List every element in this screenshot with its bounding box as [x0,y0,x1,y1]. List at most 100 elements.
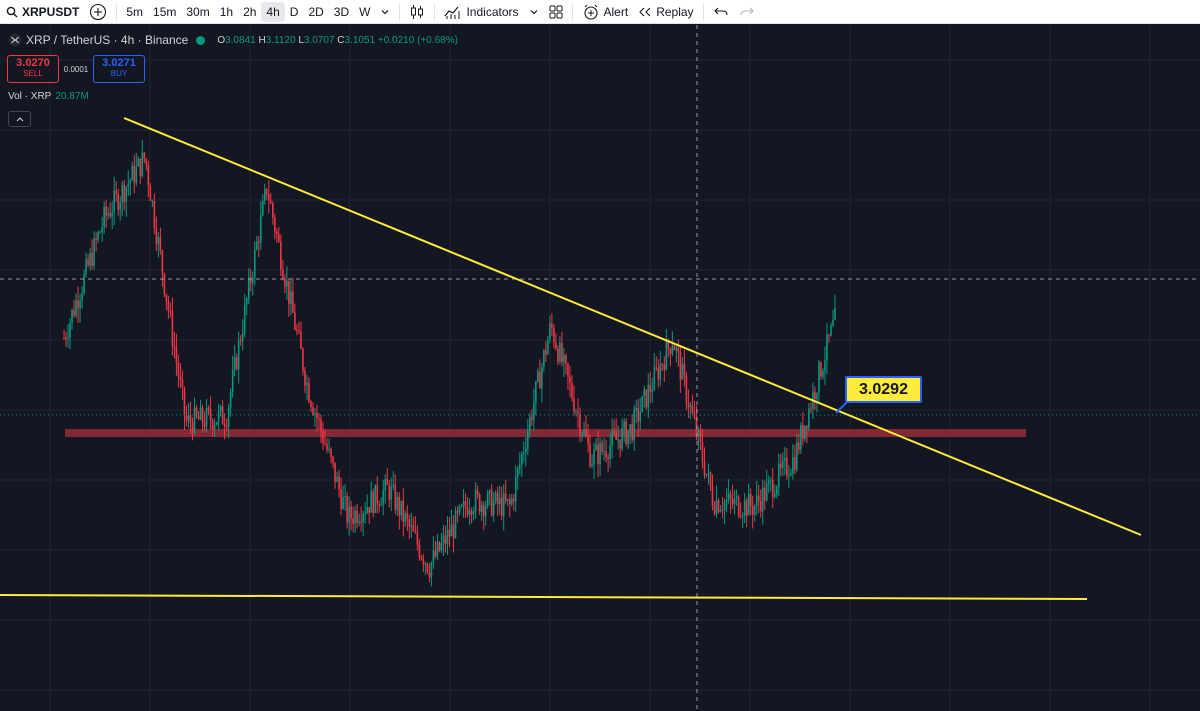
candle-body [691,405,694,413]
indicators-dropdown[interactable] [524,0,544,24]
candle-body [609,445,611,460]
chart-type-button[interactable] [404,0,430,24]
candle-body [167,301,170,311]
candle-body [336,476,338,482]
toolbar-divider [571,3,573,20]
candle-body [701,442,704,461]
candle-body [308,382,310,402]
candle-body [508,499,511,505]
timeframe-4h[interactable]: 4h [261,1,285,22]
candle-body [659,364,662,380]
candle-body [316,412,318,419]
sell-button[interactable]: 3.0270 SELL [7,55,59,83]
candle-body [808,408,810,429]
candles-icon [409,4,425,20]
collapse-legend-button[interactable] [8,111,31,127]
alert-button[interactable]: Alert [577,0,634,24]
layout-button[interactable] [544,0,568,24]
candle-body [683,363,686,376]
indicators-button[interactable]: Indicators [439,0,523,24]
buy-button[interactable]: 3.0271 BUY [93,55,145,83]
candle-body [127,183,130,188]
candle-body [553,327,555,343]
candle-body [193,407,196,434]
open-value: 3.0841 [225,34,256,46]
candle-body [804,425,806,439]
candle-body [378,504,381,506]
candle-body [225,426,228,428]
candle-body [828,334,830,336]
timeframe-w[interactable]: W [359,4,371,19]
price-annotation[interactable]: 3.0292 [845,376,922,403]
timeframe-15m[interactable]: 15m [153,4,177,19]
add-symbol-button[interactable] [84,0,112,24]
candle-body [759,501,762,512]
candle-body [406,513,409,519]
candle-body [557,348,559,362]
candle-body [541,367,543,389]
candle-body [679,352,682,380]
replay-button[interactable]: Replay [633,0,698,24]
timeframe-dropdown[interactable] [375,0,395,24]
candle-body [330,448,332,457]
candle-body [769,479,772,481]
candle-body [649,384,652,392]
candle-body [372,491,375,513]
horizontal-support-line[interactable] [0,594,1088,600]
candle-body [201,407,204,423]
symbol-search[interactable]: XRPUSDT [0,0,84,24]
undo-button[interactable] [708,0,734,24]
redo-button[interactable] [734,0,760,24]
candle-body [621,428,623,449]
candle-body [685,375,688,403]
candle-body [613,431,615,434]
timeframe-3d[interactable]: 3D [333,4,350,19]
candle-body [498,497,501,505]
candle-body [344,496,346,498]
timeframe-2d[interactable]: 2D [308,4,324,19]
candle-body [786,457,788,476]
candle-body [567,363,569,377]
candle-body [492,501,495,516]
candle-body [448,529,451,537]
candle-body [306,382,308,386]
layout-grid-icon [549,5,563,19]
candle-body [599,443,601,465]
candle-body [424,563,427,565]
candle-body [63,337,65,339]
timeframe-1h[interactable]: 1h [219,4,234,19]
open-label: O [217,34,226,46]
candle-body [426,563,429,572]
candle-body [159,237,162,251]
candle-body [520,453,523,465]
candle-body [97,232,99,240]
candle-body [360,521,362,523]
candle-body [430,562,433,578]
price-chart[interactable] [0,25,1200,711]
timeframe-2h[interactable]: 2h [243,4,257,19]
candle-body [139,158,142,176]
candle-body [197,415,200,420]
candle-body [203,422,206,427]
indicators-label: Indicators [466,4,519,19]
candle-body [595,444,597,450]
candle-body [504,493,507,501]
symbol-title[interactable]: XRP / TetherUS · 4h · Binance [26,33,189,47]
candle-body [259,215,262,244]
descending-trendline[interactable] [123,117,1142,536]
candle-body [179,376,182,380]
redo-icon [739,5,755,19]
candle-body [681,363,684,380]
candle-body [625,421,627,445]
candle-body [265,188,268,196]
candle-body [810,408,812,410]
trade-panel: 3.0270 SELL 0.0001 3.0271 BUY [7,55,145,83]
candle-body [755,495,758,506]
timeframe-30m[interactable]: 30m [186,4,210,19]
indicators-icon [444,4,462,20]
chevron-down-icon [529,7,539,17]
candle-body [623,421,625,429]
candle-body [362,514,364,523]
timeframe-d[interactable]: D [289,4,299,19]
timeframe-5m[interactable]: 5m [126,4,144,19]
